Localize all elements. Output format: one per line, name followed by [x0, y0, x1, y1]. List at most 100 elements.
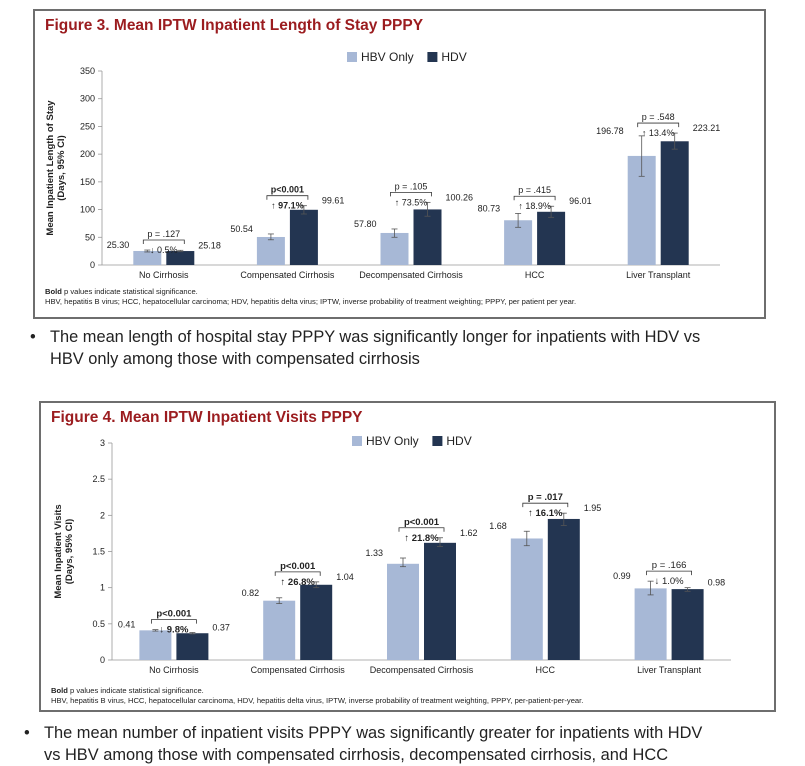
legend-label-hdv: HDV: [446, 434, 471, 448]
figure-4-takeaway-line-2: vs HBV among those with compensated cirr…: [44, 746, 669, 764]
y-axis-label: Mean Inpatient Length of Stay(Days, 95% …: [45, 100, 67, 236]
data-label-hbv-only: 1.68: [489, 521, 507, 531]
figure-4-panel: Figure 4. Mean IPTW Inpatient Visits PPP…: [39, 401, 776, 712]
data-label-hdv: 1.62: [460, 528, 478, 538]
p-value-label: p = .105: [395, 181, 428, 191]
bar-hbv-only: [133, 250, 162, 265]
data-label-hbv-only: 80.73: [478, 203, 501, 213]
percent-change-label: ↓ 9.8%: [159, 625, 189, 636]
percent-change-arrow: ↓: [159, 625, 166, 636]
x-category-label: Decompensated Cirrhosis: [359, 270, 463, 280]
percent-change-label: ↑ 13.4%: [642, 128, 675, 138]
bar-hdv: [537, 211, 566, 265]
bullet-dot: •: [30, 328, 36, 346]
legend-swatch-hdv: [427, 52, 438, 62]
percent-change-arrow: ↑: [528, 508, 535, 519]
x-category-label: Liver Transplant: [637, 665, 702, 675]
data-label-hdv: 1.95: [584, 503, 602, 513]
x-category-label: No Cirrhosis: [149, 665, 199, 675]
percent-change-label: ↑ 26.8%: [281, 577, 316, 588]
bar-hdv: [300, 584, 333, 660]
bar-hdv: [660, 141, 689, 265]
y-tick-label: 100: [80, 205, 95, 215]
bar-hdv: [166, 251, 195, 265]
percent-change-value: 26.8%: [288, 577, 315, 588]
data-label-hbv-only: 25.30: [107, 240, 130, 250]
data-label-hbv-only: 0.82: [242, 588, 260, 598]
legend: HBV Only HDV: [347, 50, 467, 64]
significance-bracket: [266, 195, 309, 200]
data-label-hdv: 100.26: [446, 192, 474, 202]
y-axis-label-line: (Days, 95% CI): [56, 135, 67, 200]
y-tick-label: 200: [80, 149, 95, 159]
legend-swatch-hdv: [432, 436, 443, 446]
figure-4-takeaway-line-1: The mean number of inpatient visits PPPY…: [44, 724, 703, 742]
figure-3-panel: Figure 3. Mean IPTW Inpatient Length of …: [33, 9, 766, 319]
p-value-label: p = .017: [528, 492, 563, 503]
figure-3-title: Figure 3. Mean IPTW Inpatient Length of …: [45, 17, 424, 34]
p-value-label: p<0.001: [156, 609, 192, 620]
bar-hdv: [547, 518, 580, 660]
percent-change-value: 9.8%: [167, 625, 189, 636]
significance-bracket: [398, 527, 445, 532]
bar-hbv-only: [139, 630, 172, 660]
figure-4-footnote-1: Bold p values indicate statistical signi…: [51, 686, 204, 696]
bar-hdv: [424, 542, 456, 660]
bar-hbv-only: [387, 563, 419, 660]
figure-3-footnote-1: Bold p values indicate statistical signi…: [45, 287, 198, 297]
percent-change-arrow: ↑: [281, 577, 288, 588]
x-category-label: Liver Transplant: [626, 270, 691, 280]
percent-change-label: ↑ 16.1%: [528, 508, 563, 519]
figure-4-title: Figure 4. Mean IPTW Inpatient Visits PPP…: [51, 409, 363, 426]
y-tick-label: 2: [100, 510, 105, 520]
figure-3-takeaway-line-2: HBV only among those with compensated ci…: [50, 350, 420, 368]
bullet-dot: •: [24, 724, 30, 742]
p-value-label: p = .127: [147, 229, 180, 239]
figure-4-chart: HBV Only HDV Mean Inpatient Visits(Days, 9…: [53, 434, 731, 675]
p-value-label: p = .548: [642, 112, 675, 122]
y-tick-label: 50: [85, 232, 95, 242]
y-tick-label: 1.5: [92, 547, 105, 557]
data-label-hdv: 223.21: [693, 123, 721, 133]
y-axis-label: Mean Inpatient Visits(Days, 95% CI): [53, 504, 75, 598]
percent-change-value: 16.1%: [536, 508, 563, 519]
data-label-hdv: 25.18: [198, 240, 221, 250]
percent-change-label: ↑ 73.5%: [395, 197, 428, 207]
data-label-hdv: 96.01: [569, 196, 592, 206]
data-label-hbv-only: 50.54: [230, 224, 253, 234]
x-category-label: HCC: [525, 270, 545, 280]
y-tick-label: 250: [80, 121, 95, 131]
significance-bracket: [522, 502, 569, 508]
x-category-label: Compensated Cirrhosis: [251, 665, 346, 675]
legend-label-hdv: HDV: [441, 50, 466, 64]
x-category-label: Decompensated Cirrhosis: [370, 665, 474, 675]
y-tick-label: 0: [100, 655, 105, 665]
legend-swatch-hbv-only: [352, 436, 362, 446]
figure-3-footnote-2: HBV, hepatitis B virus; HCC, hepatocellu…: [45, 297, 577, 306]
figure-4-footnote-bold: Bold: [51, 686, 68, 695]
data-label-hdv: 99.61: [322, 196, 345, 206]
data-label-hbv-only: 1.33: [365, 548, 383, 558]
significance-bracket: [151, 619, 197, 624]
data-label-hdv: 0.37: [212, 623, 230, 633]
significance-bracket: [513, 195, 556, 201]
x-category-label: No Cirrhosis: [139, 270, 189, 280]
y-tick-label: 0.5: [92, 619, 105, 629]
y-tick-label: 300: [80, 94, 95, 104]
data-label-hbv-only: 196.78: [596, 126, 624, 136]
figure-3-footnote-bold: Bold: [45, 287, 62, 296]
y-tick-label: 350: [80, 66, 95, 76]
figure-3-takeaway: • The mean length of hospital stay PPPY …: [30, 326, 700, 370]
y-tick-label: 3: [100, 438, 105, 448]
bar-hdv: [289, 209, 318, 265]
significance-bracket: [142, 239, 185, 245]
data-label-hdv: 1.04: [336, 572, 354, 582]
bar-hbv-only: [263, 600, 296, 660]
percent-change-label: ↑ 18.9%: [518, 201, 551, 211]
significance-bracket: [637, 122, 680, 128]
significance-bracket: [274, 571, 321, 576]
percent-change-arrow: ↑: [271, 201, 278, 211]
figure-4-footnote-1-text: p values indicate statistical significan…: [67, 686, 204, 695]
p-value-label: p = .415: [518, 185, 551, 195]
percent-change-arrow: ↑: [404, 533, 411, 544]
